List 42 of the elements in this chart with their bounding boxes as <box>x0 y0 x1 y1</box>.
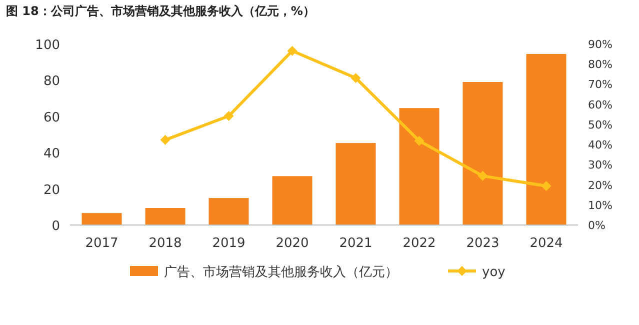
x-tick-label: 2022 <box>402 236 436 251</box>
y-tick-label: 100 <box>35 38 60 53</box>
y2-tick-label: 90% <box>588 38 612 51</box>
y2-tick-label: 60% <box>588 98 612 112</box>
x-tick-label: 2024 <box>530 236 563 251</box>
y2-tick-label: 50% <box>588 118 612 132</box>
bar <box>399 108 440 225</box>
x-tick-label: 2018 <box>148 236 182 251</box>
y2-tick-label: 40% <box>588 138 612 152</box>
y-tick-label: 60 <box>43 110 60 126</box>
y-tick-label: 0 <box>52 219 60 234</box>
y2-tick-label: 70% <box>588 78 612 92</box>
point <box>224 111 234 121</box>
point <box>160 134 170 145</box>
y2-tick-label: 0% <box>588 219 606 232</box>
y2-tick-label: 80% <box>588 58 612 72</box>
point <box>478 170 488 181</box>
bar <box>208 198 249 225</box>
x-tick-label: 2019 <box>212 236 246 251</box>
x-tick-label: 2017 <box>85 236 118 251</box>
chart-title: 图 18：公司广告、市场营销及其他服务收入（亿元，%） <box>6 4 315 18</box>
bar <box>526 54 566 225</box>
y-tick-label: 80 <box>43 74 60 90</box>
bar <box>462 82 503 225</box>
x-tick-label: 2020 <box>276 236 309 251</box>
point <box>350 72 361 83</box>
bar <box>272 176 312 225</box>
y2-tick-label: 20% <box>588 178 612 192</box>
bar <box>145 208 186 225</box>
legend-label: 广告、市场营销及其他服务收入（亿元） <box>164 265 398 280</box>
y-tick-label: 40 <box>43 146 60 162</box>
y2-tick-label: 10% <box>588 198 612 212</box>
y2-tick-label: 30% <box>588 158 612 172</box>
x-tick-label: 2021 <box>339 236 372 251</box>
legend-label: yoy <box>482 265 506 280</box>
bar <box>82 213 122 225</box>
x-tick-label: 2023 <box>466 236 500 251</box>
y-tick-label: 20 <box>43 182 60 198</box>
bar <box>336 143 376 225</box>
point <box>414 136 424 146</box>
point <box>541 180 552 191</box>
point <box>287 46 298 56</box>
